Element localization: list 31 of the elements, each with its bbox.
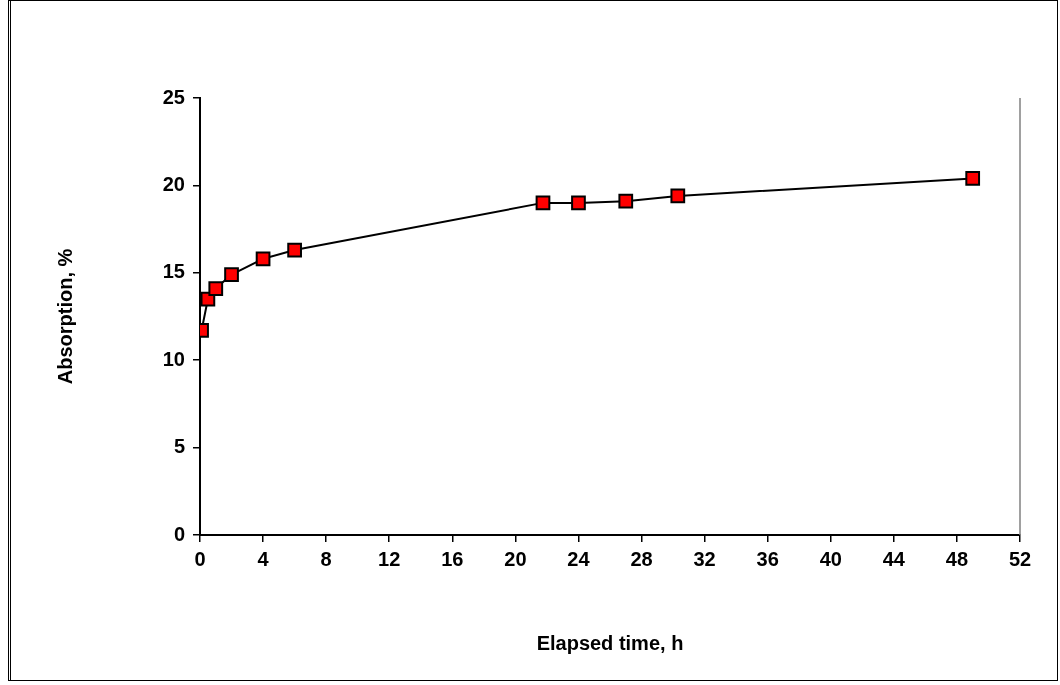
- x-tick-label: 36: [756, 547, 779, 570]
- x-tick-label: 24: [567, 547, 591, 570]
- x-tick-label: 48: [945, 547, 969, 570]
- x-tick-label: 44: [882, 547, 906, 570]
- x-axis-title: Elapsed time, h: [536, 631, 684, 654]
- x-tick-label: 4: [257, 547, 270, 570]
- x-tick-label: 12: [378, 547, 401, 570]
- y-tick-label: 25: [162, 85, 185, 108]
- x-tick-label: 20: [504, 547, 527, 570]
- point: [670, 188, 686, 204]
- point: [571, 195, 586, 211]
- x-tick-label: 52: [1008, 547, 1032, 570]
- point: [535, 195, 551, 211]
- y-tick-label: 15: [162, 260, 185, 283]
- point: [287, 242, 302, 258]
- y-tick-label: 5: [173, 435, 185, 458]
- y-tick-label: 10: [162, 347, 185, 370]
- y-axis-title: Absorption, %: [53, 248, 76, 385]
- point: [208, 281, 224, 296]
- x-tick-label: 16: [441, 547, 464, 570]
- y-tick-label: 20: [162, 172, 185, 195]
- y-tick-label: 0: [173, 522, 185, 545]
- x-tick-label: 0: [194, 547, 206, 570]
- point: [224, 267, 239, 282]
- x-tick-label: 40: [819, 547, 842, 570]
- point: [255, 251, 271, 267]
- x-tick-label: 32: [693, 547, 716, 570]
- x-tick-label: 28: [630, 547, 653, 570]
- point: [965, 171, 981, 186]
- point: [618, 193, 634, 209]
- x-tick-label: 8: [320, 547, 332, 570]
